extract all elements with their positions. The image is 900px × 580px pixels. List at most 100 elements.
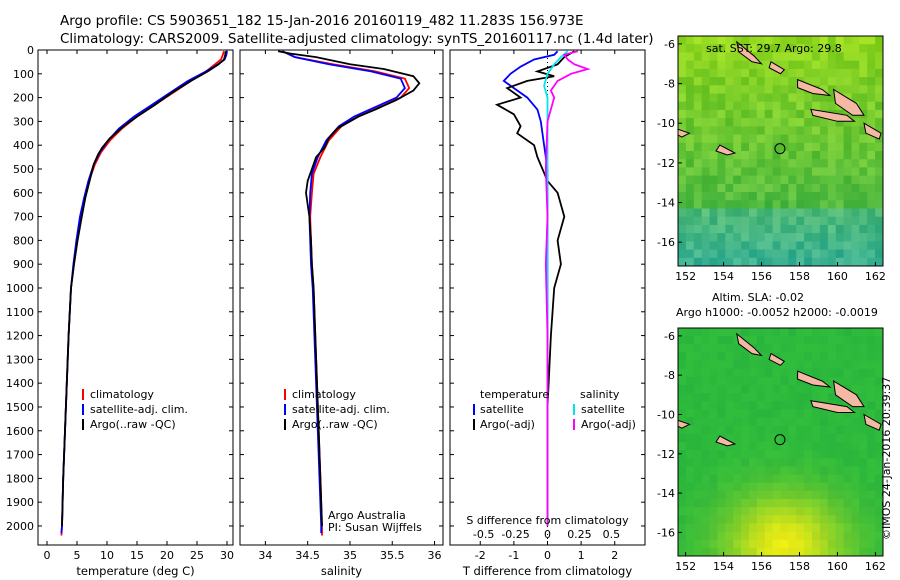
map-cell: [835, 539, 845, 549]
map-cell: [764, 118, 774, 127]
map-cell: [756, 515, 766, 524]
map-cell: [788, 77, 797, 86]
map-cell: [804, 118, 813, 127]
map-cell: [835, 126, 845, 136]
map-cell: [875, 442, 883, 451]
map-cell: [851, 539, 860, 549]
map-cell: [843, 482, 853, 492]
map-cell: [827, 368, 837, 378]
map-cell: [749, 36, 758, 45]
map-cell: [749, 352, 758, 362]
map-cell: [812, 490, 821, 500]
map-cell: [835, 442, 845, 451]
map-cell: [851, 523, 860, 533]
map-cell: [725, 409, 734, 419]
depth-tick-label: 1500: [6, 401, 34, 414]
map-cell: [804, 216, 813, 226]
map-cell: [835, 257, 845, 266]
map-cell: [788, 118, 797, 127]
map-cell: [819, 208, 829, 218]
map-cell: [827, 450, 837, 459]
map-cell: [835, 118, 845, 127]
map-cell: [709, 175, 718, 185]
map-cell: [835, 450, 845, 459]
map-cell: [827, 352, 837, 362]
map-cell: [764, 450, 774, 459]
map-cell: [701, 425, 711, 435]
map-cell: [796, 52, 805, 62]
map-cell: [780, 547, 789, 556]
map-cell: [851, 224, 860, 234]
map-cell: [819, 523, 829, 533]
map-cell: [827, 547, 837, 556]
map-cell: [749, 192, 758, 201]
map-cell: [741, 118, 750, 127]
map-cell: [733, 336, 742, 345]
temperature-xtick-label: 10: [100, 549, 114, 562]
map-cell: [835, 208, 845, 218]
map-cell: [733, 200, 742, 210]
map-cell: [678, 142, 687, 152]
map-cell: [780, 499, 789, 508]
map-cell: [701, 458, 711, 467]
map-cell: [867, 474, 876, 484]
map-cell: [788, 466, 797, 476]
map-cell: [843, 175, 853, 185]
map-cell: [859, 224, 868, 234]
map-lon-label: 156: [751, 560, 772, 573]
map-cell: [804, 352, 813, 362]
map-cell: [827, 241, 837, 251]
map-cell: [859, 151, 868, 160]
map-cell: [875, 208, 883, 218]
map-cell: [701, 159, 711, 168]
map-cell: [709, 523, 718, 533]
map-cell: [756, 523, 766, 533]
map-cell: [812, 499, 821, 508]
map-cell: [717, 474, 726, 484]
map-lat-label: -14: [657, 487, 675, 500]
map-cell: [804, 482, 813, 492]
map-cell: [772, 44, 782, 53]
map-cell: [812, 523, 821, 533]
map-cell: [843, 474, 853, 484]
map-cell: [741, 142, 750, 152]
map-cell: [678, 499, 687, 508]
map-cell: [867, 376, 876, 386]
map-cell: [701, 523, 711, 533]
map-cell: [764, 216, 774, 226]
map-cell: [717, 192, 726, 201]
island: [863, 122, 882, 140]
map-cell: [725, 368, 734, 378]
island: [832, 380, 865, 408]
map-cell: [725, 52, 734, 62]
map-cell: [685, 531, 695, 541]
map-cell: [717, 507, 726, 516]
map-cell: [827, 101, 837, 111]
map-cell: [812, 425, 821, 435]
depth-tick-label: 900: [13, 258, 34, 271]
map-cell: [701, 433, 711, 443]
map-cell: [835, 200, 845, 210]
map-cell: [725, 328, 734, 337]
map-cell: [749, 151, 758, 160]
map-cell: [859, 360, 868, 370]
map-cell: [725, 233, 734, 242]
map-cell: [709, 482, 718, 492]
map-cell: [827, 344, 837, 353]
map-cell: [685, 249, 695, 259]
map-cell: [678, 433, 687, 443]
map-cell: [804, 224, 813, 234]
map-cell: [796, 458, 805, 467]
depth-tick-label: 1900: [6, 496, 34, 509]
map-cell: [756, 233, 766, 242]
map-cell: [772, 134, 782, 144]
map-cell: [867, 409, 876, 419]
map-cell: [725, 458, 734, 467]
map-cell: [701, 249, 711, 259]
map-cell: [772, 417, 782, 427]
map-lon-label: 162: [865, 560, 886, 573]
map-cell: [764, 101, 774, 111]
map-cell: [741, 474, 750, 484]
map-cell: [867, 224, 876, 234]
